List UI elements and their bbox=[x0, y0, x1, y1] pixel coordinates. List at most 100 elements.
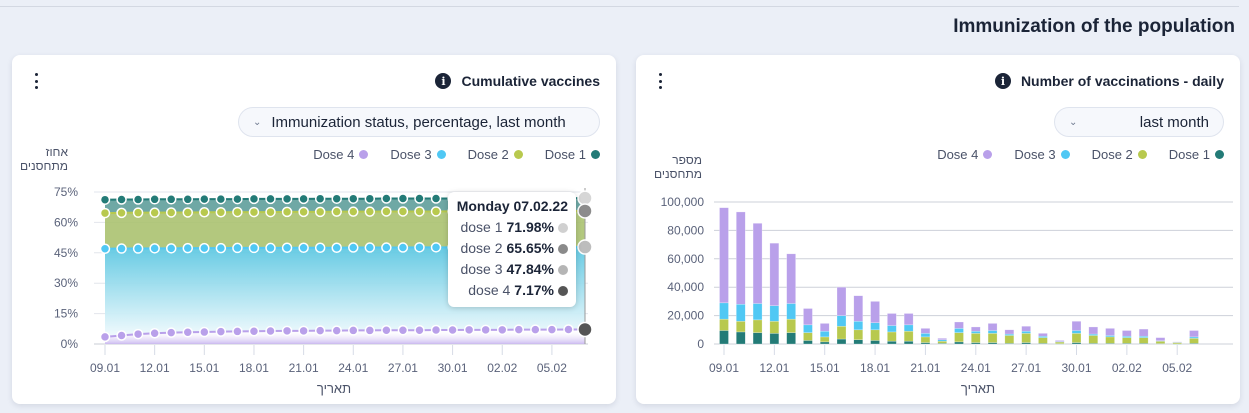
daily-bar-chart: 0 20,000 40,000 60,000 80,000 100,000 09.01 12.… bbox=[661, 195, 1233, 375]
x-tick-label: 02.02 bbox=[1112, 361, 1142, 375]
data-point bbox=[314, 206, 326, 218]
bar-segment-dose-3 bbox=[853, 321, 864, 331]
data-point bbox=[364, 325, 376, 336]
y-tick-label: 60,000 bbox=[667, 252, 704, 266]
tooltip-dot bbox=[558, 285, 568, 296]
legend-label: Dose 4 bbox=[313, 147, 355, 162]
more-options-icon[interactable] bbox=[656, 73, 664, 89]
tooltip-label: dose 3 bbox=[460, 261, 503, 277]
bar-segment-dose-4 bbox=[1004, 329, 1015, 335]
legend-label: Dose 1 bbox=[1168, 147, 1210, 162]
data-point bbox=[430, 242, 442, 253]
data-point bbox=[265, 206, 276, 218]
dropdown-value: Immunization status, percentage, last mo… bbox=[271, 113, 566, 131]
legend-label: Dose 2 bbox=[1091, 147, 1133, 162]
bar-segment-dose-1 bbox=[836, 338, 847, 345]
data-point bbox=[165, 194, 177, 205]
data-point bbox=[314, 325, 326, 336]
legend-label: Dose 3 bbox=[390, 147, 432, 162]
period-dropdown[interactable]: ⌄ Immunization status, percentage, last … bbox=[238, 107, 600, 137]
data-point bbox=[248, 242, 260, 254]
legend-item-dose-4[interactable]: Dose 4 bbox=[313, 147, 369, 162]
data-point bbox=[116, 243, 127, 254]
legend-item-dose-3[interactable]: Dose 3 bbox=[1014, 147, 1070, 162]
bar-segment-dose-4 bbox=[903, 313, 914, 326]
bar-segment-dose-4 bbox=[1071, 321, 1082, 331]
chevron-down-icon: ⌄ bbox=[1069, 116, 1078, 128]
bar-segment-dose-4 bbox=[971, 326, 981, 332]
bar-segment-dose-2 bbox=[719, 318, 729, 331]
bar-segment-dose-4 bbox=[1105, 328, 1115, 336]
data-point bbox=[348, 242, 359, 253]
data-point bbox=[182, 242, 194, 254]
bar-segment-dose-2 bbox=[971, 333, 981, 343]
y-tick-label: 80,000 bbox=[667, 223, 704, 237]
legend-item-dose-1[interactable]: Dose 1 bbox=[545, 147, 600, 162]
x-tick-label: 12.01 bbox=[140, 361, 170, 375]
bar-segment-dose-4 bbox=[987, 323, 998, 331]
legend-item-dose-4[interactable]: Dose 4 bbox=[937, 147, 993, 162]
bar-segment-dose-2 bbox=[1155, 340, 1166, 344]
bar-segment-dose-3 bbox=[954, 328, 964, 333]
y-tick-label: 30% bbox=[54, 276, 78, 290]
x-tick-label: 15.01 bbox=[189, 361, 219, 375]
bar-segment-dose-4 bbox=[786, 253, 796, 304]
bar-segment-dose-2 bbox=[752, 319, 763, 333]
legend-item-dose-1[interactable]: Dose 1 bbox=[1169, 147, 1224, 162]
data-point bbox=[563, 324, 574, 335]
bar-segment-dose-4 bbox=[1172, 341, 1182, 343]
bar-segment-dose-3 bbox=[887, 325, 897, 333]
period-dropdown[interactable]: ⌄ last month bbox=[1054, 107, 1224, 137]
data-point bbox=[397, 193, 409, 204]
x-tick-label: 30.01 bbox=[1061, 361, 1091, 375]
data-point bbox=[364, 193, 376, 204]
bar-segment-dose-4 bbox=[1155, 337, 1166, 341]
x-tick-label: 09.01 bbox=[90, 361, 120, 375]
tooltip-label: dose 4 bbox=[468, 282, 511, 298]
section-title: Immunization of the population bbox=[953, 16, 1235, 37]
bar-segment-dose-3 bbox=[903, 324, 914, 332]
bar-segment-dose-1 bbox=[903, 340, 914, 345]
data-point bbox=[348, 325, 359, 336]
tooltip-dot bbox=[558, 243, 568, 254]
bar-segment-dose-4 bbox=[1088, 326, 1099, 335]
data-point bbox=[397, 324, 409, 336]
data-point bbox=[348, 206, 359, 217]
info-icon[interactable]: i bbox=[435, 73, 452, 89]
data-point bbox=[397, 242, 409, 253]
data-point bbox=[381, 206, 392, 217]
top-divider bbox=[0, 6, 1239, 7]
data-point bbox=[463, 324, 475, 336]
tooltip-row-dose-1: dose 1 71.98% bbox=[454, 217, 568, 238]
bar-segment-dose-4 bbox=[769, 242, 780, 306]
data-point bbox=[116, 330, 127, 341]
more-options-icon[interactable] bbox=[32, 73, 40, 89]
data-point bbox=[480, 324, 491, 336]
legend-label: Dose 2 bbox=[467, 147, 509, 162]
bar-segment-dose-3 bbox=[786, 303, 796, 320]
bar-segment-dose-1 bbox=[954, 341, 964, 345]
bar-segment-dose-1 bbox=[887, 340, 897, 345]
data-point bbox=[414, 324, 425, 336]
legend-item-dose-2[interactable]: Dose 2 bbox=[468, 147, 523, 162]
data-point bbox=[199, 242, 210, 254]
legend-item-dose-3[interactable]: Dose 3 bbox=[390, 147, 446, 162]
x-tick-label: 05.02 bbox=[1162, 361, 1192, 375]
bar-segment-dose-2 bbox=[954, 332, 964, 343]
y-axis-label: אחוז מתחסנים bbox=[20, 145, 68, 173]
bar-segment-dose-2 bbox=[1021, 333, 1031, 343]
card-title-text: Number of vaccinations - daily bbox=[1020, 73, 1224, 89]
legend-item-dose-2[interactable]: Dose 2 bbox=[1092, 147, 1147, 162]
bar-segment-dose-3 bbox=[920, 333, 931, 338]
bar-segment-dose-4 bbox=[803, 308, 813, 326]
bar-segment-dose-2 bbox=[1138, 337, 1149, 344]
data-point bbox=[314, 193, 326, 204]
chart-tooltip: Monday 07.02.22 dose 1 71.98% dose 2 65.65… bbox=[448, 192, 576, 307]
data-point bbox=[165, 327, 177, 338]
bar-segment-dose-4 bbox=[836, 286, 847, 316]
bar-segment-dose-1 bbox=[853, 339, 864, 345]
data-point bbox=[248, 325, 260, 337]
x-tick-label: 27.01 bbox=[1011, 361, 1041, 375]
info-icon[interactable]: i bbox=[994, 73, 1011, 89]
tooltip-value: 47.84% bbox=[506, 261, 554, 277]
